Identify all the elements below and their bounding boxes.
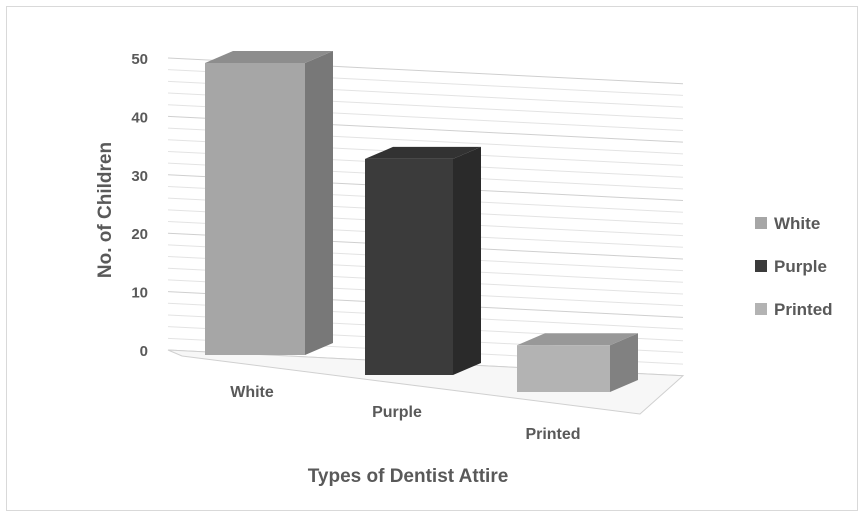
y-tick-label: 0 xyxy=(140,343,148,360)
chart-floor xyxy=(167,349,685,415)
bar-top xyxy=(365,146,481,159)
x-axis-categories: White Purple Printed xyxy=(230,384,580,443)
bar-front xyxy=(365,158,453,375)
x-tick-label: Printed xyxy=(525,426,580,443)
legend-swatch xyxy=(755,260,767,272)
y-tick-label: 40 xyxy=(131,109,148,126)
legend-item: White xyxy=(755,214,820,233)
chart-frame xyxy=(6,6,858,511)
bar-white xyxy=(205,51,333,355)
bar-purple xyxy=(365,146,481,375)
bar-side xyxy=(610,333,638,392)
floor-plane xyxy=(167,349,685,415)
bar-top xyxy=(205,51,333,63)
legend-label: White xyxy=(774,214,820,233)
legend-item: Purple xyxy=(755,257,827,276)
legend-swatch xyxy=(755,303,767,315)
bar-front xyxy=(205,63,305,355)
legend-item: Printed xyxy=(755,300,833,319)
x-tick-label: White xyxy=(230,384,274,401)
bars xyxy=(205,51,638,392)
bar-front xyxy=(517,345,610,392)
bar-side xyxy=(305,51,333,355)
bar-side xyxy=(453,146,481,375)
y-tick-label: 10 xyxy=(131,285,148,302)
y-tick-label: 30 xyxy=(131,168,148,185)
bar-printed xyxy=(517,333,638,392)
legend-label: Printed xyxy=(774,300,833,319)
legend-swatch xyxy=(755,217,767,229)
bar-top xyxy=(517,333,638,346)
y-tick-label: 20 xyxy=(131,226,148,243)
legend: White Purple Printed xyxy=(755,214,833,319)
x-axis-title: Types of Dentist Attire xyxy=(308,466,509,487)
legend-label: Purple xyxy=(774,257,827,276)
y-axis-title: No. of Children xyxy=(95,142,116,278)
y-axis-ticks: 0 10 20 30 40 50 xyxy=(131,51,148,360)
y-tick-label: 50 xyxy=(131,51,148,68)
x-tick-label: Purple xyxy=(372,404,422,421)
